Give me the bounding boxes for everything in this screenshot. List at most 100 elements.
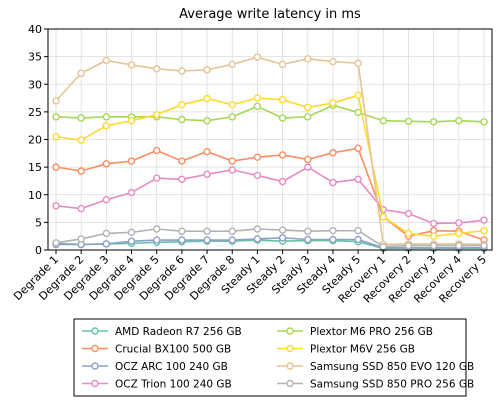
legend-swatch-marker (286, 327, 294, 335)
data-point (178, 115, 186, 124)
data-point (404, 241, 413, 250)
data-point (429, 241, 438, 250)
data-point (77, 69, 85, 77)
chart-title: Average write latency in ms (179, 7, 361, 22)
legend-swatch-marker (286, 362, 294, 370)
data-point (153, 174, 161, 182)
data-point (178, 157, 186, 165)
data-point (178, 227, 186, 235)
data-point (354, 226, 362, 235)
data-point (127, 157, 136, 165)
data-point (404, 209, 413, 218)
data-point (228, 60, 236, 69)
series-7 (52, 225, 488, 251)
legend-swatch-marker (286, 379, 294, 388)
legend-label: OCZ ARC 100 240 GB (115, 361, 228, 373)
data-point (304, 113, 312, 121)
data-point (153, 236, 161, 244)
legend-swatch-marker (91, 344, 99, 353)
data-point (278, 114, 287, 122)
data-point (480, 241, 488, 250)
data-point (253, 235, 262, 243)
data-point (329, 57, 337, 66)
data-point (278, 151, 287, 159)
data-point (52, 97, 60, 105)
data-point (228, 113, 236, 121)
data-point (178, 175, 186, 183)
data-point (228, 157, 236, 165)
data-point (52, 133, 60, 141)
legend-label: Samsung SSD 850 PRO 256 GB (310, 379, 474, 391)
data-point (379, 117, 387, 125)
data-point (178, 67, 186, 75)
data-point (480, 216, 488, 224)
legend-item: OCZ ARC 100 240 GB (82, 361, 228, 373)
data-point (253, 171, 262, 180)
data-point (455, 117, 463, 125)
legend-swatch-marker (91, 327, 99, 335)
data-point (253, 153, 262, 161)
data-point (278, 177, 287, 186)
data-point (153, 65, 161, 73)
data-point (354, 144, 362, 153)
series-layer (52, 53, 488, 253)
data-point (203, 147, 211, 156)
data-point (102, 121, 111, 130)
legend-swatch-marker (91, 362, 99, 370)
data-point (178, 236, 186, 244)
data-point (304, 155, 312, 164)
y-tick-label: 40 (28, 23, 42, 36)
data-point (102, 160, 111, 168)
y-tick-label: 15 (28, 161, 42, 174)
data-point (52, 239, 60, 247)
data-point (304, 227, 312, 235)
data-point (304, 103, 312, 112)
data-point (127, 188, 136, 197)
data-point (429, 118, 438, 126)
y-tick-label: 0 (35, 244, 42, 257)
series-line (55, 104, 485, 123)
legend-item: Plextor M6V 256 GB (277, 344, 415, 356)
data-point (52, 163, 60, 171)
series-4 (52, 101, 488, 126)
data-point (102, 229, 111, 238)
data-point (329, 235, 337, 244)
series-line (55, 147, 485, 241)
data-point (52, 202, 60, 210)
data-point (77, 167, 85, 175)
series-line (55, 166, 485, 225)
series-3 (52, 163, 488, 228)
y-tick-label: 20 (28, 134, 42, 147)
data-point (203, 227, 211, 235)
data-point (429, 232, 438, 240)
data-point (329, 149, 337, 157)
data-point (203, 117, 211, 125)
data-point (203, 170, 211, 179)
data-point (102, 196, 111, 204)
data-point (153, 146, 161, 155)
data-point (77, 235, 85, 243)
series-line (56, 237, 484, 249)
data-point (354, 108, 362, 117)
data-point (354, 235, 362, 244)
legend-label: Plextor M6 PRO 256 GB (310, 326, 433, 338)
data-point (354, 91, 362, 100)
data-point (354, 175, 362, 183)
y-tick-label: 30 (28, 78, 42, 91)
data-point (329, 178, 337, 187)
data-point (153, 225, 161, 233)
y-tick-label: 5 (35, 216, 42, 229)
y-tick-label: 35 (28, 51, 42, 64)
data-point (278, 60, 287, 69)
data-point (329, 226, 337, 235)
data-point (404, 117, 413, 125)
data-point (455, 241, 463, 250)
data-point (379, 213, 387, 221)
data-point (228, 227, 236, 235)
data-point (304, 163, 312, 171)
legend-item: OCZ Trion 100 240 GB (82, 379, 232, 391)
data-point (278, 234, 287, 242)
legend-label: Crucial BX100 500 GB (115, 344, 231, 356)
data-point (278, 96, 287, 104)
